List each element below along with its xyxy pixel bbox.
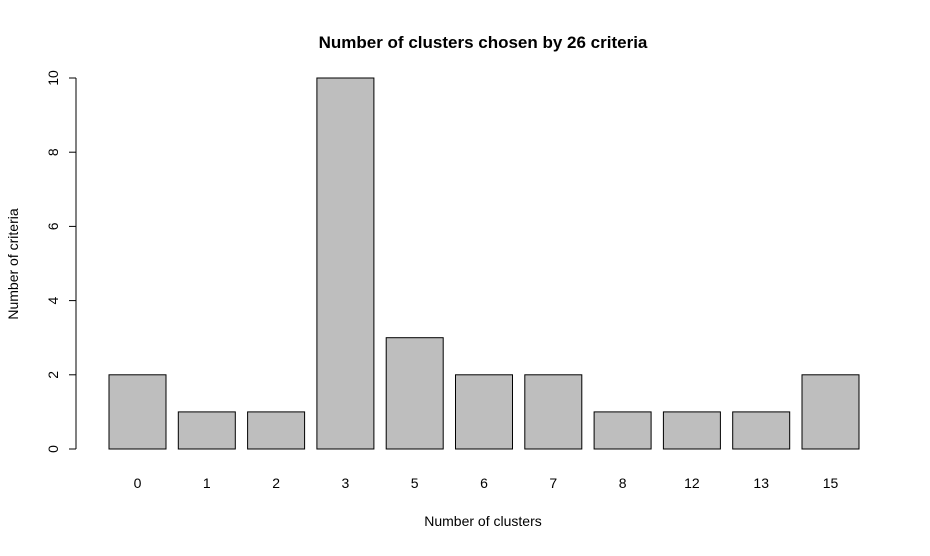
x-tick-label: 3 xyxy=(342,475,350,491)
y-tick-label: 0 xyxy=(45,445,61,453)
y-tick-label: 2 xyxy=(45,371,61,379)
y-axis: 0 2 4 6 8 10 xyxy=(45,70,77,453)
y-tick-label: 6 xyxy=(45,222,61,230)
bar-15 xyxy=(801,374,860,450)
x-tick-label: 2 xyxy=(272,475,280,491)
bars-group xyxy=(108,77,860,450)
bar-12 xyxy=(662,411,721,450)
y-axis-label: Number of criteria xyxy=(5,208,21,319)
bar-6 xyxy=(455,374,513,450)
x-axis-label: Number of clusters xyxy=(424,513,541,529)
bar-1 xyxy=(177,411,236,450)
chart-title: Number of clusters chosen by 26 criteria xyxy=(319,33,648,52)
x-tick-label: 13 xyxy=(753,475,769,491)
bar-13 xyxy=(732,411,791,450)
x-tick-label: 0 xyxy=(134,475,142,491)
x-tick-label: 1 xyxy=(203,475,211,491)
x-tick-labels: 0 1 2 3 5 6 7 8 12 13 15 xyxy=(134,475,839,491)
x-tick-label: 6 xyxy=(480,475,488,491)
x-tick-label: 12 xyxy=(684,475,700,491)
x-tick-label: 8 xyxy=(619,475,627,491)
y-tick-label: 10 xyxy=(45,70,61,86)
bar-2 xyxy=(247,411,306,450)
bar-0 xyxy=(108,374,167,450)
x-tick-label: 7 xyxy=(549,475,557,491)
y-tick-label: 8 xyxy=(45,148,61,156)
y-tick-label: 4 xyxy=(45,296,61,304)
bar-5 xyxy=(385,337,444,450)
bar-7 xyxy=(524,374,583,450)
x-tick-label: 5 xyxy=(411,475,419,491)
x-tick-label: 15 xyxy=(823,475,839,491)
bar-8 xyxy=(593,411,652,450)
bar-3 xyxy=(316,77,375,450)
